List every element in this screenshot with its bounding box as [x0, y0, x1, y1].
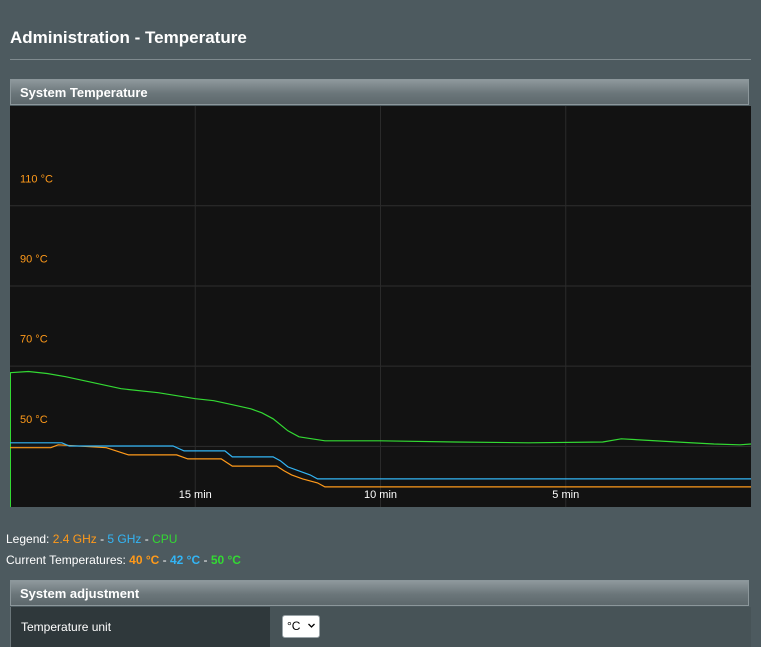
x-tick-label: 10 min — [364, 489, 397, 501]
series-line-5-ghz — [10, 442, 751, 480]
temperature-unit-row: Temperature unit °C — [10, 607, 751, 647]
temperature-chart: 110 °C 90 °C 70 °C 50 °C 15 min 10 min 5 min — [10, 106, 751, 507]
legend-5ghz: 5 GHz — [107, 532, 142, 546]
system-adjustment-header: System adjustment — [10, 580, 749, 606]
current-temperatures: Current Temperatures: 40 °C - 42 °C - 50… — [6, 553, 241, 567]
current-5ghz-value: 42 °C — [170, 553, 201, 567]
legend-cpu: CPU — [152, 532, 178, 546]
current-prefix: Current Temperatures: — [6, 553, 130, 567]
x-tick-label: 5 min — [552, 489, 579, 501]
temperature-unit-label: Temperature unit — [11, 607, 270, 647]
y-tick-label: 90 °C — [20, 253, 48, 265]
temperature-unit-value: °C — [287, 619, 301, 633]
current-sep-2: - — [200, 553, 211, 567]
current-cpu-value: 50 °C — [210, 553, 241, 567]
chevron-down-icon — [308, 623, 315, 628]
series-line-cpu — [10, 370, 751, 446]
x-tick-label: 15 min — [179, 489, 212, 501]
current-24ghz-value: 40 °C — [129, 553, 160, 567]
title-divider — [10, 59, 751, 60]
temperature-unit-select[interactable]: °C — [282, 615, 320, 638]
legend: Legend: 2.4 GHz - 5 GHz - CPU — [6, 532, 177, 546]
y-tick-label: 70 °C — [20, 334, 48, 346]
page-title: Administration - Temperature — [10, 28, 247, 47]
y-tick-label: 110 °C — [20, 173, 53, 185]
legend-sep-2: - — [141, 532, 153, 546]
legend-sep-1: - — [96, 532, 108, 546]
y-tick-label: 50 °C — [20, 414, 48, 426]
legend-prefix: Legend: — [6, 532, 53, 546]
legend-24ghz: 2.4 GHz — [52, 532, 97, 546]
system-temperature-header: System Temperature — [10, 79, 749, 105]
current-sep-1: - — [159, 553, 170, 567]
